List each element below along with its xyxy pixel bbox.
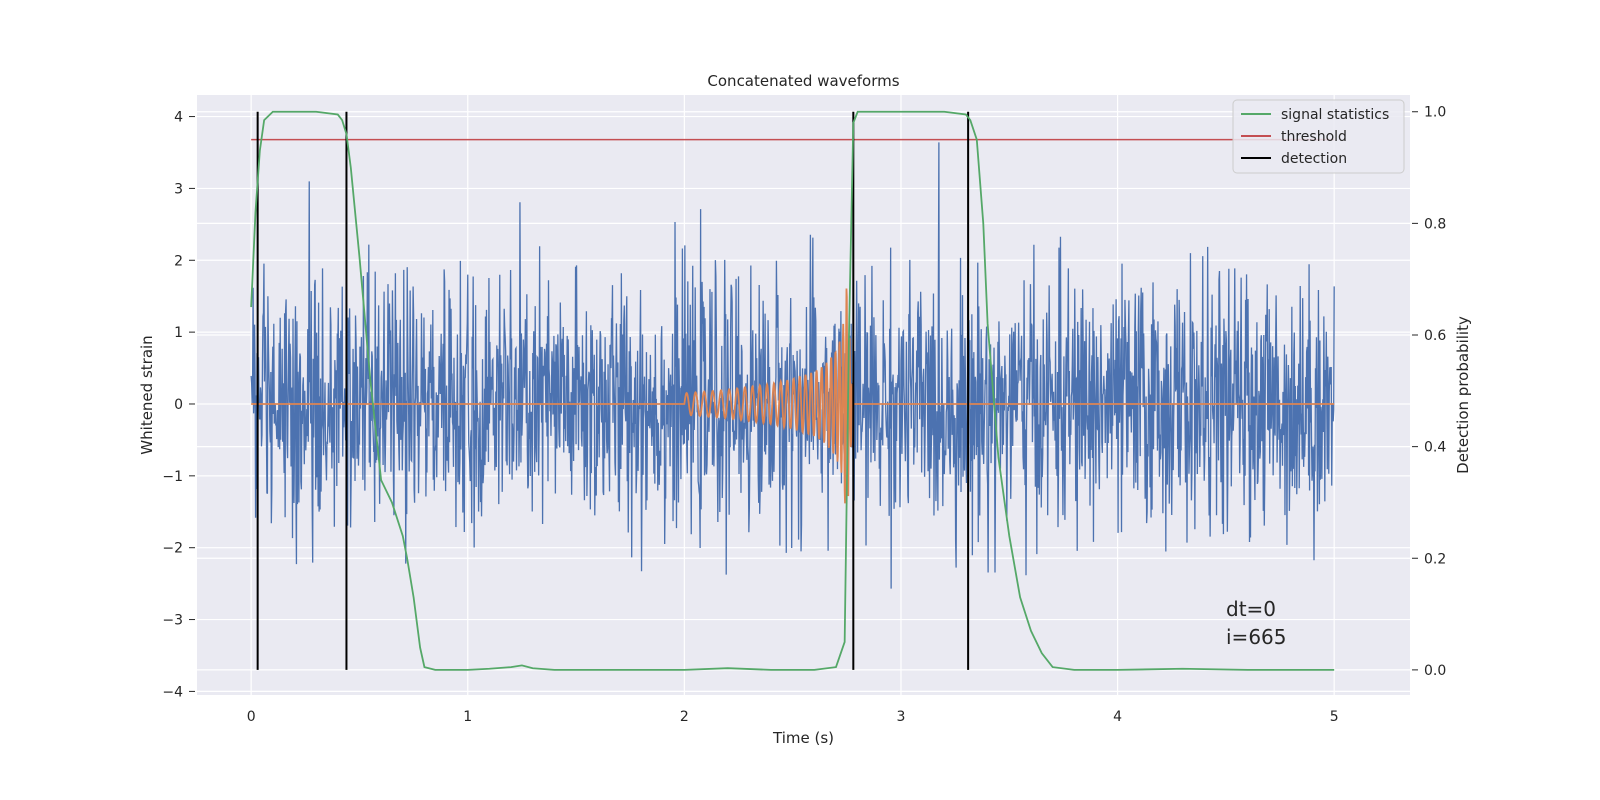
x-tick-label: 3 xyxy=(897,709,906,725)
legend: signal statistics threshold detection xyxy=(1232,99,1405,174)
y2-axis-label: Detection probability xyxy=(1454,316,1472,474)
y-axis-label: Whitened strain xyxy=(138,335,156,454)
y-axis-ticks: −4 −3 −2 −1 0 1 2 3 4 xyxy=(162,110,195,700)
legend-label: detection xyxy=(1281,151,1347,167)
y2-axis-ticks: 0.0 0.2 0.4 0.6 0.8 1.0 xyxy=(1412,105,1446,679)
y2-tick-label: 0.4 xyxy=(1424,440,1446,456)
x-axis-ticks: 0 1 2 3 4 5 xyxy=(247,709,1339,725)
chart-title: Concatenated waveforms xyxy=(707,72,899,90)
x-tick-label: 2 xyxy=(680,709,689,725)
y2-tick-label: 0.2 xyxy=(1424,551,1446,567)
x-tick-label: 4 xyxy=(1113,709,1122,725)
x-tick-label: 5 xyxy=(1330,709,1339,725)
legend-label: signal statistics xyxy=(1281,107,1389,123)
y-tick-label: 4 xyxy=(174,110,183,126)
series-layer xyxy=(250,110,1335,671)
y2-tick-label: 1.0 xyxy=(1424,105,1446,121)
y-tick-label: 3 xyxy=(174,181,183,197)
y-tick-label: −1 xyxy=(162,469,183,485)
annotation-index: i=665 xyxy=(1226,625,1287,649)
y-tick-label: 0 xyxy=(174,397,183,413)
x-axis-label: Time (s) xyxy=(772,729,834,747)
signal-statistics-line xyxy=(250,110,1335,671)
y2-tick-label: 0.6 xyxy=(1424,328,1446,344)
legend-label: threshold xyxy=(1281,129,1347,145)
y2-tick-label: 0.8 xyxy=(1424,216,1446,232)
legend-box xyxy=(1232,99,1405,174)
annotation-dt: dt=0 xyxy=(1226,597,1276,621)
y-tick-label: 1 xyxy=(174,325,183,341)
strain-line xyxy=(250,142,1335,589)
y-tick-label: −3 xyxy=(162,613,183,629)
x-tick-label: 0 xyxy=(247,709,256,725)
x-tick-label: 1 xyxy=(463,709,472,725)
y-tick-label: −2 xyxy=(162,541,183,557)
template-line xyxy=(251,288,1335,504)
y-tick-label: −4 xyxy=(162,684,183,700)
y-tick-label: 2 xyxy=(174,253,183,269)
y2-tick-label: 0.0 xyxy=(1424,663,1446,679)
